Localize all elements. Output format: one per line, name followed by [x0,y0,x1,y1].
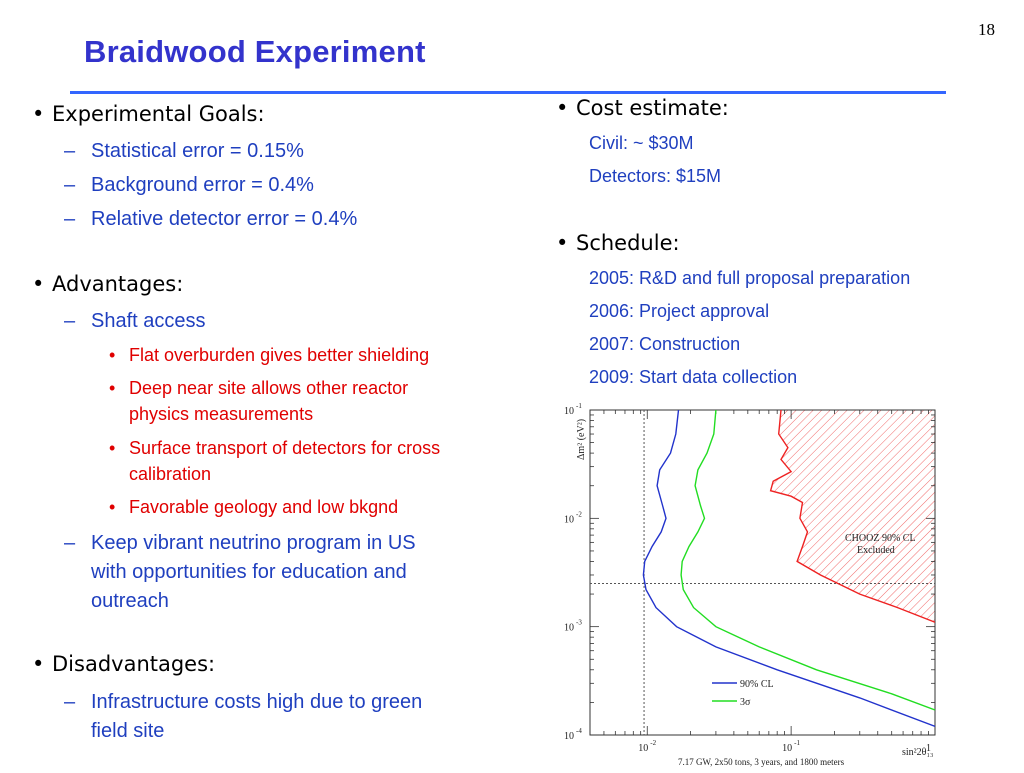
bullet-dot-icon: • [32,652,45,676]
sub-bullet-continuation: physics measurements [129,401,313,427]
sub-bullet: • Deep near site allows other reactor [109,375,409,401]
sub-bullet: • Surface transport of detectors for cro… [109,435,441,461]
bullet-heading: Schedule: [576,231,680,255]
legend-label: 3σ [740,697,751,708]
x-tick-exponent: -1 [794,739,800,747]
bullet-dot-icon: • [556,231,569,255]
y-tick-exponent: -1 [576,402,582,410]
x-axis-label: sin²2θ₁₃ [902,747,933,758]
sub-bullet-text: Deep near site allows other reactor [129,378,409,398]
x-tick-exponent: -2 [650,739,656,747]
bullet-dot-icon: • [109,438,116,458]
sub-bullet: • Favorable geology and low bkgnd [109,494,399,520]
advantage-text: with opportunities for education and [91,561,407,583]
slide-title: Braidwood Experiment [84,34,426,69]
sub-bullet-text: Favorable geology and low bkgnd [129,497,399,517]
series-chooz-line [769,410,935,623]
advantage-item: – Shaft access [64,310,206,333]
bullet-experimental-goals: • Experimental Goals: [32,102,265,126]
sub-bullet-text: physics measurements [129,404,314,424]
schedule-item: 2006: Project approval [589,301,770,321]
title-underline [70,91,946,94]
bullet-dot-icon: • [109,378,116,398]
y-tick-exponent: -4 [576,727,582,735]
advantage-item: – Keep vibrant neutrino program in US wi… [64,529,416,616]
bullet-dot-icon: • [32,272,45,296]
y-tick-label: 10 [564,731,574,742]
dash-icon: – [64,310,76,332]
disadvantage-text: field site [91,720,165,742]
bullet-schedule: • Schedule: [556,231,680,255]
cost-item: Detectors: $15M [589,166,722,186]
goal-item: – Statistical error = 0.15% [64,140,304,163]
goal-text: Relative detector error = 0.4% [91,208,358,230]
goal-item: – Background error = 0.4% [64,174,314,197]
legend-label: 90% CL [740,679,774,690]
dash-icon: – [64,174,76,196]
advantage-text: Shaft access [91,310,206,332]
goal-text: Background error = 0.4% [91,174,314,196]
schedule-item: 2005: R&D and full proposal preparation [589,268,911,288]
region-label: CHOOZ 90% CL [845,533,916,544]
goal-text: Statistical error = 0.15% [91,140,304,162]
x-tick-label: 1 [926,743,931,754]
minor-ticks [589,410,935,736]
series-3sigma-line [680,410,935,711]
y-tick-exponent: -2 [576,510,582,518]
series-90cl-line [642,410,935,728]
sub-bullet: • Flat overburden gives better shielding [109,342,430,368]
bullet-heading: Cost estimate: [576,96,729,120]
slide-number: 18 [978,20,995,39]
bullet-cost-estimate: • Cost estimate: [556,96,729,120]
dash-icon: – [64,691,76,713]
bullet-advantages: • Advantages: [32,272,184,296]
y-tick-label: 10 [564,514,574,525]
region-label: Excluded [857,545,895,556]
dash-icon: – [64,532,76,554]
disadvantage-text: Infrastructure costs high due to green [91,691,423,713]
plot-caption: 7.17 GW, 2x50 tons, 3 years, and 1800 me… [678,757,845,767]
legend: 90% CL 3σ [712,679,774,708]
goal-item: – Relative detector error = 0.4% [64,208,358,231]
dash-icon: – [64,140,76,162]
bullet-heading: Disadvantages: [52,652,216,676]
x-tick-label: 10 [782,743,792,754]
bullet-dot-icon: • [109,497,116,517]
bullet-heading: Advantages: [52,272,184,296]
advantage-text: Keep vibrant neutrino program in US [91,532,416,554]
schedule-item: 2007: Construction [589,334,741,354]
y-tick-label: 10 [564,406,574,417]
advantage-text: outreach [91,590,169,612]
disadvantage-item: – Infrastructure costs high due to green… [64,688,423,746]
sensitivity-plot: 10 -2 10 -1 1 10 -1 10 -2 10 -3 10 -4 Δm² (eV²) sin²2θ… [560,400,950,768]
sub-bullet-text: calibration [129,464,212,484]
bullet-heading: Experimental Goals: [52,102,265,126]
bullet-dot-icon: • [556,96,569,120]
cost-item: Civil: ~ $30M [589,133,694,153]
y-axis-label: Δm² (eV²) [576,419,587,460]
x-tick-label: 10 [638,743,648,754]
dash-icon: – [64,208,76,230]
sub-bullet-continuation: calibration [129,461,211,487]
sub-bullet-text: Surface transport of detectors for cross [129,438,441,458]
y-tick-exponent: -3 [576,619,582,627]
schedule-item: 2009: Start data collection [589,367,798,387]
bullet-dot-icon: • [32,102,45,126]
bullet-disadvantages: • Disadvantages: [32,652,216,676]
plot-frame [589,409,936,736]
y-tick-label: 10 [564,623,574,634]
excluded-region [770,410,935,735]
sub-bullet-text: Flat overburden gives better shielding [129,345,430,365]
bullet-dot-icon: • [109,345,116,365]
